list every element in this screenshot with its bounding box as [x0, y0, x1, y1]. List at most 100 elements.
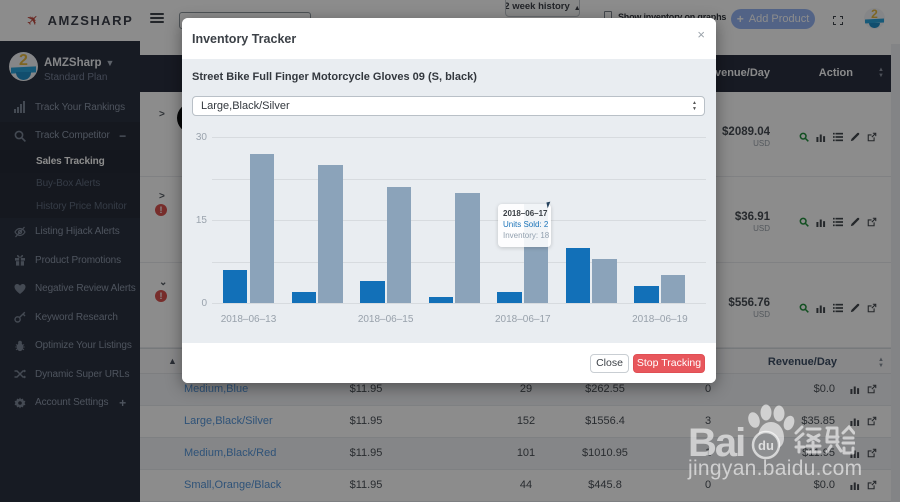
close-button[interactable]: Close: [590, 354, 629, 373]
sidebar-item-label: Optimize Your Listings: [35, 340, 132, 352]
inventory-bar[interactable]: [318, 165, 343, 303]
variant-link[interactable]: Small,Orange/Black: [184, 478, 282, 491]
sidebar-item-optimize-your-listings[interactable]: Optimize Your Listings: [0, 332, 140, 361]
sidebar-item-track-competitor[interactable]: Track Competitor −: [0, 121, 140, 150]
variant-qty: 152: [516, 414, 536, 427]
variant-row: Large,Black/Silver $11.95 152 $1556.4 3 $35.8…: [140, 406, 891, 438]
list-icon[interactable]: [833, 214, 843, 232]
error-badge-icon: !: [155, 204, 167, 216]
sidebar-item-history-price-monitor[interactable]: History Price Monitor: [0, 195, 140, 218]
sidebar-user-name[interactable]: AMZSharp ▼: [44, 57, 115, 69]
bar-chart-icon[interactable]: [816, 300, 826, 318]
bar-chart-icon[interactable]: [816, 129, 826, 147]
bar-chart-icon[interactable]: [850, 416, 860, 429]
chevron-right-icon[interactable]: ˃: [159, 191, 165, 202]
variant-units: 1: [704, 446, 712, 459]
units-sold-bar[interactable]: [223, 269, 248, 303]
sidebar-item-label: Buy-Box Alerts: [36, 178, 101, 190]
modal-header: Inventory Tracker ×: [182, 17, 716, 59]
inventory-bar[interactable]: [455, 192, 480, 303]
magnifier-icon[interactable]: [799, 300, 809, 318]
variant-qty: 44: [519, 478, 533, 491]
units-sold-bar[interactable]: [291, 291, 316, 303]
bar-chart-icon[interactable]: [850, 384, 860, 397]
inventory-bar[interactable]: [661, 275, 686, 303]
variant-link[interactable]: Medium,Black/Red: [184, 446, 277, 459]
sidebar-item-sales-tracking[interactable]: Sales Tracking: [0, 150, 140, 173]
error-badge-icon: !: [155, 290, 167, 302]
sidebar-item-negative-review-alerts[interactable]: Negative Review Alerts: [0, 275, 140, 304]
show-inventory-label: Show inventory on graphs: [618, 11, 727, 22]
column-header-action[interactable]: Action: [818, 67, 853, 79]
magnifier-icon[interactable]: [799, 129, 809, 147]
sidebar-nav: Track Your Rankings Track Competitor − Sale…: [0, 93, 140, 417]
external-link-icon[interactable]: [867, 300, 877, 318]
sidebar-logo[interactable]: ✈ AMZSHARP: [0, 0, 140, 41]
sidebar-item-label: Account Settings: [35, 397, 109, 409]
external-link-icon[interactable]: [867, 384, 877, 397]
external-link-icon[interactable]: [867, 214, 877, 232]
variant-revenue: $262.55: [585, 382, 625, 395]
modal-title: Inventory Tracker: [192, 31, 297, 46]
units-sold-bar[interactable]: [565, 247, 591, 303]
variants-column-revenue-day[interactable]: Revenue/Day: [767, 355, 837, 368]
sidebar-avatar[interactable]: 2: [9, 52, 38, 81]
external-link-icon[interactable]: [867, 129, 877, 147]
history-range-button[interactable]: 2 week history ▲: [505, 0, 580, 17]
pencil-icon[interactable]: [850, 214, 860, 232]
inventory-bar[interactable]: [592, 258, 617, 303]
sidebar-item-listing-hijack-alerts[interactable]: Listing Hijack Alerts: [0, 218, 140, 247]
tooltip-date: 2018–06–17: [503, 208, 548, 218]
bar-chart-icon[interactable]: [816, 214, 826, 232]
variant-action-icons: [850, 480, 877, 493]
sidebar-item-track-your-rankings[interactable]: Track Your Rankings: [0, 93, 140, 122]
fullscreen-icon[interactable]: [833, 16, 843, 25]
sidebar-user-plan: Standard Plan: [44, 72, 108, 83]
add-product-button[interactable]: + Add Product: [731, 9, 815, 29]
external-link-icon[interactable]: [867, 448, 877, 461]
modal-body: Street Bike Full Finger Motorcycle Glove…: [182, 58, 716, 343]
units-sold-bar[interactable]: [428, 297, 454, 303]
variant-revenue: $445.8: [588, 478, 622, 491]
variant-link[interactable]: Medium,Blue: [184, 382, 249, 395]
sidebar-item-buy-box-alerts[interactable]: Buy-Box Alerts: [0, 172, 140, 195]
variant-revenue-day: $35.85: [801, 414, 835, 427]
add-product-label: Add Product: [748, 12, 810, 25]
external-link-icon[interactable]: [867, 416, 877, 429]
sidebar-item-account-settings[interactable]: Account Settings +: [0, 389, 140, 418]
stop-tracking-button[interactable]: Stop Tracking: [633, 354, 705, 373]
sort-icon[interactable]: ▲ ▼: [878, 356, 884, 369]
column-header-revenue-day[interactable]: Revenue/Day: [700, 67, 770, 79]
sidebar-item-dynamic-super-urls[interactable]: Dynamic Super URLs: [0, 360, 140, 389]
close-icon[interactable]: ×: [697, 26, 705, 42]
user-avatar[interactable]: 2: [864, 8, 885, 29]
sidebar-item-keyword-research[interactable]: Keyword Research: [0, 303, 140, 332]
external-link-icon[interactable]: [867, 480, 877, 493]
collapse-chevron-up-icon[interactable]: ▲: [168, 355, 177, 366]
pencil-icon[interactable]: [850, 300, 860, 318]
variant-revenue-day: $0.0: [813, 382, 835, 395]
chevron-down-icon[interactable]: ⌄: [159, 277, 168, 288]
variant-link[interactable]: Large,Black/Silver: [184, 414, 273, 427]
inventory-bar[interactable]: [249, 154, 274, 303]
magnifier-icon[interactable]: [799, 214, 809, 232]
gear-icon: [13, 397, 27, 409]
sort-icon[interactable]: ▲ ▼: [878, 67, 884, 79]
sidebar-item-product-promotions[interactable]: Product Promotions: [0, 246, 140, 275]
variant-units: 3: [704, 414, 712, 427]
variant-select[interactable]: Large,Black/Silver ▲ ▼: [192, 95, 705, 116]
list-icon[interactable]: [833, 300, 843, 318]
plus-icon: +: [119, 395, 126, 410]
sidebar: ✈ AMZSHARP 2 AMZSharp ▼ Standard Plan Tra…: [0, 0, 140, 502]
units-sold-bar[interactable]: [634, 286, 659, 303]
units-sold-bar[interactable]: [360, 280, 385, 303]
hamburger-menu-icon[interactable]: [150, 13, 164, 25]
revenue-day-currency: USD: [753, 310, 770, 319]
variant-revenue-day: $0.0: [813, 478, 835, 491]
list-icon[interactable]: [833, 129, 843, 147]
pencil-icon[interactable]: [850, 129, 860, 147]
chevron-right-icon[interactable]: ˃: [159, 109, 165, 120]
inventory-bar[interactable]: [386, 187, 412, 303]
bar-chart-icon[interactable]: [850, 480, 860, 493]
units-sold-bar[interactable]: [497, 291, 522, 303]
